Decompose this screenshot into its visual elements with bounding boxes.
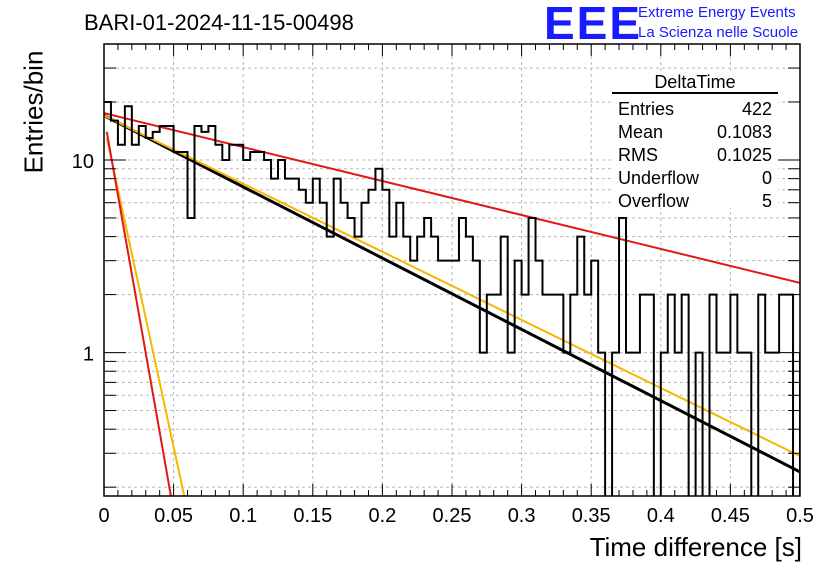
stats-label: Entries bbox=[618, 99, 675, 119]
y-axis-label: Entries/bin bbox=[18, 50, 49, 174]
x-tick-label: 0.1 bbox=[229, 505, 257, 527]
fit-line bbox=[104, 114, 800, 474]
histogram-series bbox=[104, 100, 800, 496]
stats-row-overflow: Overflow 5 bbox=[612, 190, 778, 213]
x-tick-label: 0.3 bbox=[508, 505, 536, 527]
y-tick-label: 10 bbox=[72, 151, 94, 173]
stats-row-underflow: Underflow 0 bbox=[612, 167, 778, 190]
x-tick-label: 0.4 bbox=[647, 505, 675, 527]
x-tick-label: 0.5 bbox=[786, 505, 814, 527]
fit-line bbox=[104, 112, 800, 284]
stats-box: DeltaTime Entries 422 Mean 0.1083 RMS 0.… bbox=[612, 72, 778, 211]
x-tick-label: 0.25 bbox=[433, 505, 472, 527]
stats-title: DeltaTime bbox=[612, 72, 778, 94]
histogram-outline bbox=[104, 100, 800, 496]
x-tick-label: 0.35 bbox=[572, 505, 611, 527]
fit-line bbox=[105, 131, 172, 496]
fit-line bbox=[104, 114, 800, 458]
stats-value: 0 bbox=[761, 168, 772, 188]
x-tick-label: 0.05 bbox=[154, 505, 193, 527]
fit-line bbox=[105, 137, 186, 496]
fit-curves bbox=[104, 112, 800, 496]
x-tick-label: 0 bbox=[98, 505, 109, 527]
x-axis-label: Time difference [s] bbox=[589, 532, 802, 562]
stats-row-rms: RMS 0.1025 bbox=[612, 144, 778, 167]
stats-value: 0.1025 bbox=[716, 145, 772, 165]
stats-label: Overflow bbox=[618, 191, 690, 211]
stats-label: RMS bbox=[618, 145, 658, 165]
stats-label: Mean bbox=[618, 122, 664, 142]
y-tick-label: 1 bbox=[83, 344, 94, 366]
x-tick-label: 0.45 bbox=[711, 505, 750, 527]
x-tick-label: 0.2 bbox=[368, 505, 396, 527]
logo-mark: EEE bbox=[544, 0, 643, 49]
chart-title: BARI-01-2024-11-15-00498 bbox=[84, 10, 354, 35]
stats-value: 5 bbox=[761, 191, 772, 211]
stats-row-mean: Mean 0.1083 bbox=[612, 121, 778, 144]
logo-line1: Extreme Energy Events bbox=[638, 4, 796, 21]
logo-line2: La Scienza nelle Scuole bbox=[638, 24, 799, 41]
stats-row-entries: Entries 422 bbox=[612, 98, 778, 121]
axis-ticks: 0 0.05 0.1 0.15 0.2 0.25 0.3 0.35 0.4 0.45 0.5 1 10 bbox=[72, 43, 814, 527]
stats-value: 422 bbox=[741, 99, 772, 119]
stats-value: 0.1083 bbox=[716, 122, 772, 142]
stats-label: Underflow bbox=[618, 168, 700, 188]
x-tick-label: 0.15 bbox=[293, 505, 332, 527]
